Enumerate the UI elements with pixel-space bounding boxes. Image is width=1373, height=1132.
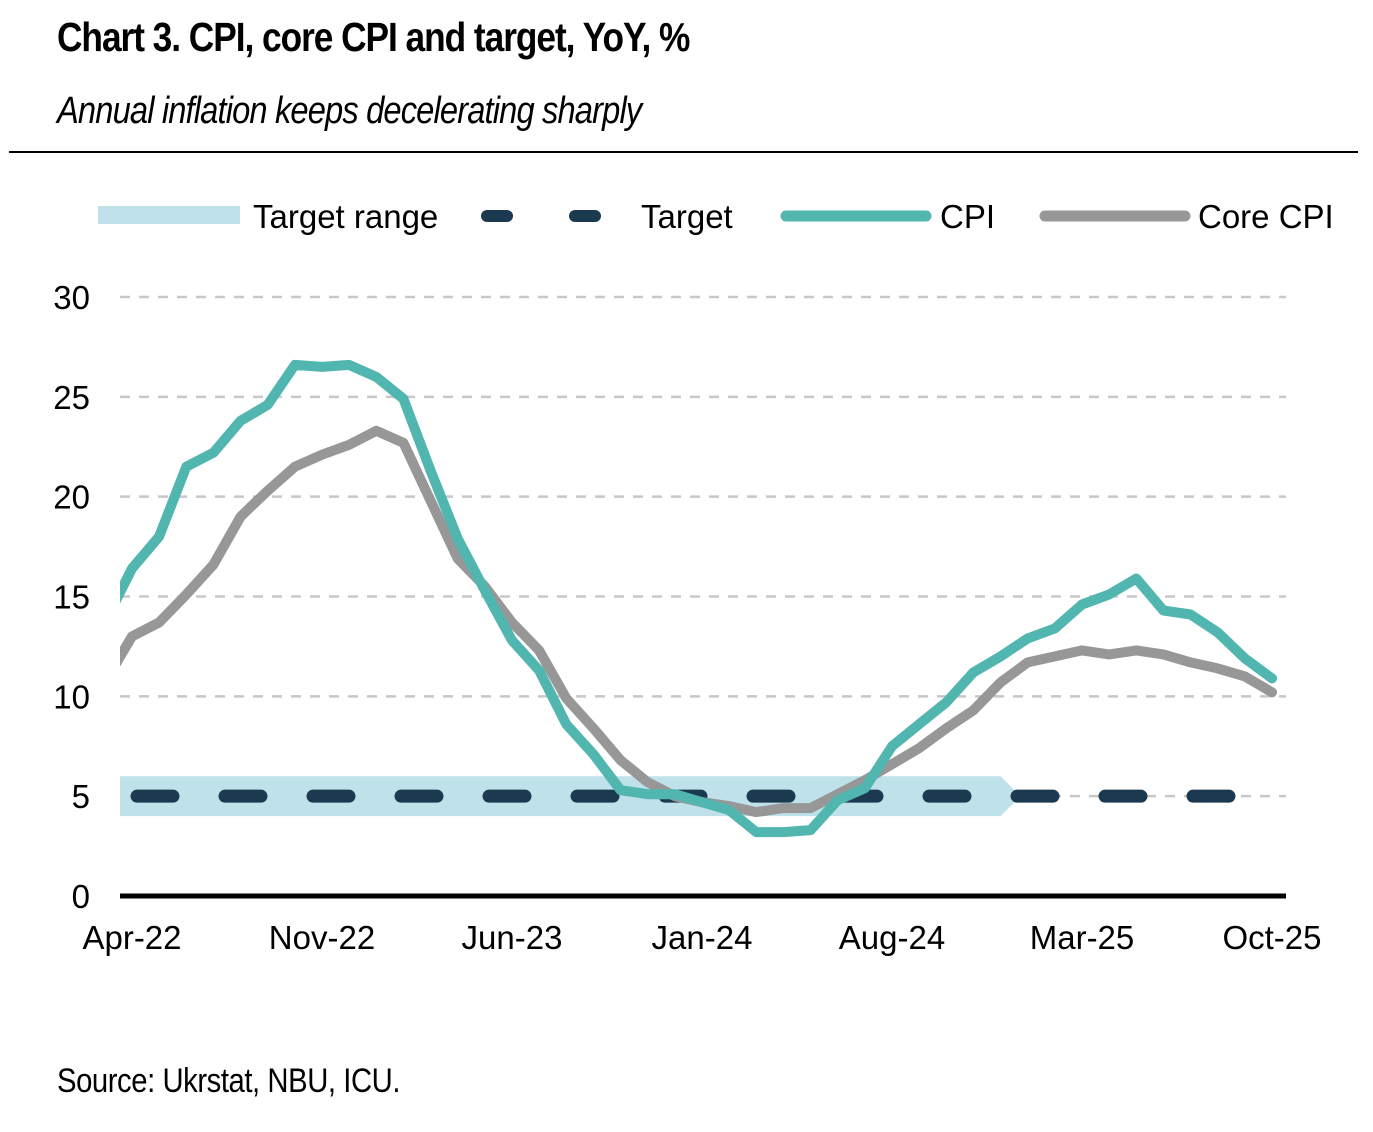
chart-subtitle: Annual inflation keeps decelerating shar… bbox=[57, 90, 642, 132]
source-note: Source: Ukrstat, NBU, ICU. bbox=[57, 1062, 401, 1100]
y-tick-label: 30 bbox=[53, 279, 90, 316]
x-tick-label: Apr-22 bbox=[82, 919, 181, 956]
legend-item-cpi: CPI bbox=[780, 198, 995, 235]
legend-item-core-cpi: Core CPI bbox=[1039, 198, 1334, 235]
legend-label-target: Target bbox=[641, 198, 733, 235]
x-tick-label: Jan-24 bbox=[652, 919, 753, 956]
inflation-series bbox=[120, 359, 1277, 838]
y-tick-label: 20 bbox=[53, 479, 90, 516]
legend-label-core-cpi: Core CPI bbox=[1198, 198, 1334, 235]
y-tick-label: 25 bbox=[53, 379, 90, 416]
y-tick-label: 0 bbox=[72, 878, 90, 915]
y-tick-label: 5 bbox=[72, 778, 90, 815]
chart-canvas: Target range Target CPI Core CPI 0 5 10 15 2… bbox=[53, 198, 1334, 956]
y-tick-label: 15 bbox=[53, 579, 90, 616]
cpi-line bbox=[120, 359, 1277, 838]
x-axis-tick-labels: Apr-22 Nov-22 Jun-23 Jan-24 Aug-24 Mar-25 Oct-… bbox=[82, 919, 1321, 956]
x-tick-label: Mar-25 bbox=[1030, 919, 1135, 956]
y-axis-tick-labels: 0 5 10 15 20 25 30 bbox=[53, 279, 90, 915]
legend-label-target-range: Target range bbox=[253, 198, 438, 235]
x-tick-label: Nov-22 bbox=[269, 919, 375, 956]
legend-item-target-range: Target range bbox=[98, 198, 438, 235]
x-tick-label: Oct-25 bbox=[1222, 919, 1321, 956]
legend-item-target: Target bbox=[481, 198, 733, 235]
chart-title: Chart 3. CPI, core CPI and target, YoY, … bbox=[57, 14, 690, 60]
y-tick-label: 10 bbox=[53, 678, 90, 715]
legend: Target range Target CPI Core CPI bbox=[98, 198, 1334, 235]
legend-label-cpi: CPI bbox=[940, 198, 995, 235]
x-tick-label: Aug-24 bbox=[839, 919, 945, 956]
core-cpi-line bbox=[120, 425, 1277, 818]
title-divider bbox=[9, 151, 1358, 153]
x-tick-label: Jun-23 bbox=[462, 919, 563, 956]
legend-swatch-target-range bbox=[98, 206, 240, 224]
